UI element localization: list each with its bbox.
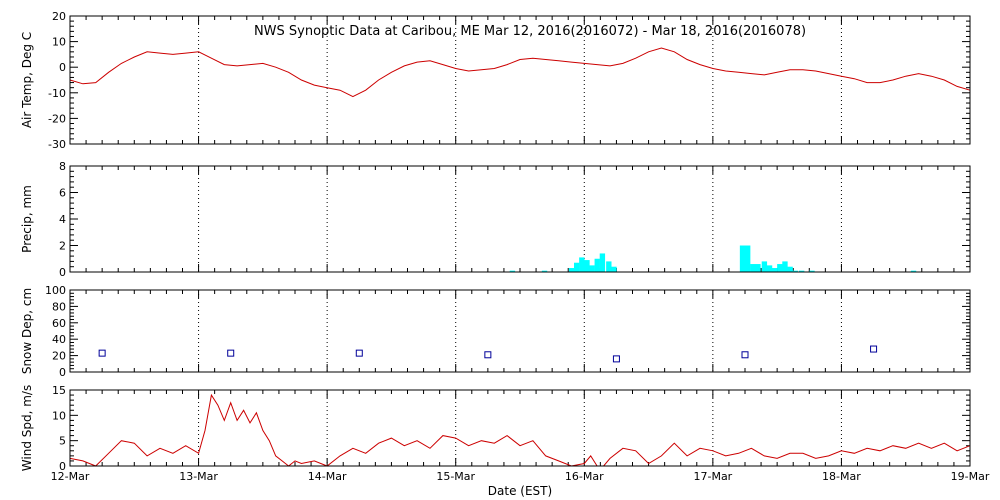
wind-speed-y-axis-label: Wind Spd, m/s [20,385,34,471]
x-axis-label: Date (EST) [488,484,552,498]
precip-bar [777,264,783,272]
chart-title: NWS Synoptic Data at Caribou, ME Mar 12,… [254,24,806,39]
precip-bar [584,260,590,272]
precip-bar [541,270,548,272]
precip-bar [792,270,798,272]
precip-bar [782,261,788,272]
precip-bar [772,268,778,272]
air-temp-y-tick-label: 20 [52,10,66,23]
precip-bar [599,253,606,272]
precip-bar [787,266,793,272]
precip-bar [755,264,761,272]
snow-depth-y-tick-label: 0 [59,366,66,379]
precip-panel: 8 6 4 2 0 Precip, mm [20,160,971,279]
snow-depth-y-tick-label: 80 [52,300,66,313]
precip-y-tick-label: 0 [59,266,66,279]
precip-bar [568,268,575,272]
snow-depth-y-tick-label: 20 [52,350,66,363]
snow-depth-point [741,351,749,359]
precip-bar [745,245,751,272]
precip-y-tick-label: 2 [59,240,66,253]
air-temp-panel: 20 10 0 -10 -20 -30 Air Temp, Deg C [20,10,971,151]
precip-y-tick-label: 4 [59,213,66,226]
precip-bar [594,258,600,272]
wind-speed-panel: 15 10 5 0 Wind Spd, m/s [20,384,971,473]
precip-bar [799,270,805,272]
precip-frame [69,165,971,273]
snow-depth-point [98,349,106,357]
snow-depth-frame [69,289,971,373]
snow-depth-panel: 100 80 60 40 20 0 Snow Dep, cm [20,284,971,379]
wind-speed-series-line [69,393,971,467]
wind-speed-y-tick-label: 15 [52,384,66,397]
snow-depth-y-tick-label: 60 [52,317,66,330]
precip-bar [574,262,580,272]
air-temp-y-tick-label: 0 [59,61,66,74]
air-temp-frame [69,15,971,145]
air-temp-series-line [69,47,971,98]
snow-depth-point [484,351,492,359]
precip-bar [910,270,917,272]
x-tick-label: 18-Mar [822,470,861,483]
precip-bar [761,261,768,272]
wind-speed-y-tick-label: 10 [52,409,66,422]
precip-bar [766,265,773,272]
precip-y-axis-label: Precip, mm [20,185,34,253]
wind-speed-y-tick-label: 5 [59,435,66,448]
x-tick-label: 13-Mar [179,470,218,483]
air-temp-y-tick-label: -30 [48,138,66,151]
x-tick-label: 16-Mar [565,470,604,483]
x-tick-label: 12-Mar [51,470,90,483]
precip-bar [809,270,815,272]
snow-depth-point [227,349,235,357]
x-tick-labels: 12-Mar 13-Mar 14-Mar 15-Mar 16-Mar 17-Mar 18-M… [51,470,990,483]
precip-bar [579,257,585,272]
snow-depth-y-tick-label: 100 [45,284,66,297]
precip-y-tick-label: 6 [59,187,66,200]
wind-speed-frame [69,389,971,467]
x-tick-label: 17-Mar [693,470,732,483]
precip-bar [750,264,756,272]
air-temp-y-tick-label: 10 [52,36,66,49]
air-temp-y-axis-label: Air Temp, Deg C [20,32,34,128]
precip-bar [611,266,617,272]
precip-y-tick-label: 8 [59,160,66,173]
precip-bar [509,270,516,272]
x-tick-label: 15-Mar [436,470,475,483]
snow-depth-point [612,355,620,363]
snow-depth-point [355,349,363,357]
wind-speed-y-tick-label: 0 [59,460,66,473]
air-temp-y-tick-label: -10 [48,87,66,100]
x-tick-label: 19-Mar [951,470,990,483]
precip-bar [606,261,612,272]
snow-depth-y-tick-label: 40 [52,333,66,346]
precip-bar [739,245,746,272]
air-temp-y-tick-label: -20 [48,112,66,125]
x-tick-label: 14-Mar [308,470,347,483]
snow-depth-y-axis-label: Snow Dep, cm [20,288,34,374]
precip-bar [589,265,595,272]
snow-depth-point [870,345,878,353]
